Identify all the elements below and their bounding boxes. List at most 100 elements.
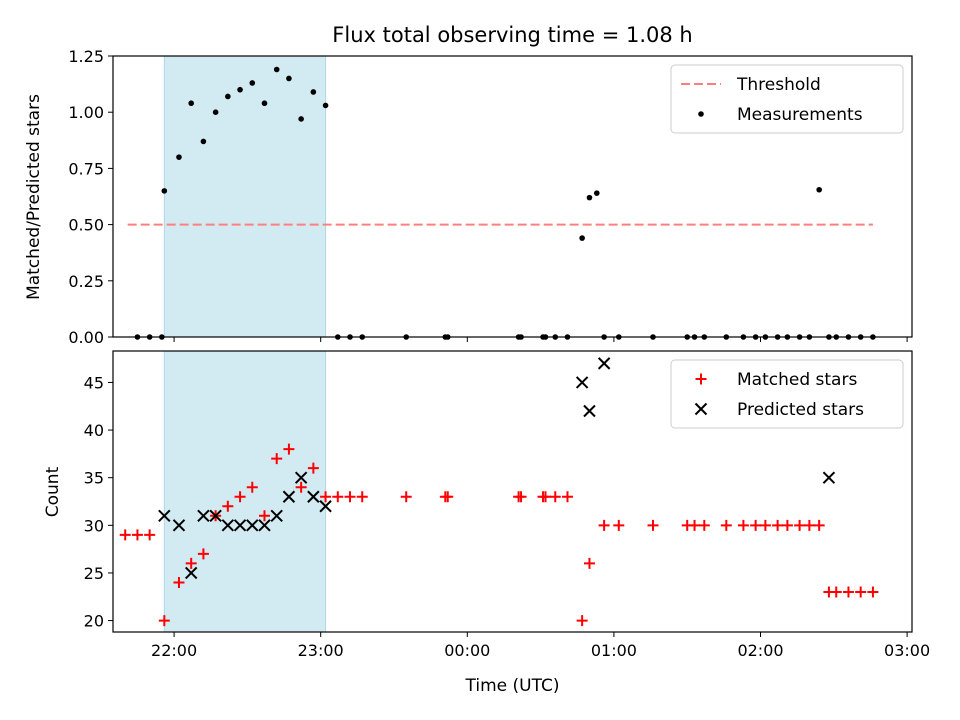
data-point (283, 443, 295, 455)
data-point (689, 519, 701, 531)
data-point (867, 586, 879, 598)
data-point (184, 566, 198, 580)
legend-box (670, 359, 904, 429)
data-point (212, 109, 219, 115)
data-point (647, 519, 659, 531)
data-point (144, 529, 156, 541)
data-point (270, 509, 283, 522)
data-point (842, 586, 854, 598)
data-point (258, 510, 270, 522)
legend-marker (698, 111, 704, 117)
y-tick-label: 45 (84, 373, 104, 392)
data-point (583, 404, 596, 418)
data-point (221, 519, 235, 532)
series-matched-stars (119, 443, 879, 627)
x-tick-label: 03:00 (884, 641, 930, 660)
data-point (273, 66, 280, 73)
data-point (298, 116, 304, 122)
data-point (161, 188, 168, 194)
data-point (258, 519, 271, 532)
series-predicted-stars (158, 357, 836, 580)
data-point (822, 471, 836, 484)
data-point (294, 471, 308, 484)
data-point (295, 481, 307, 493)
data-point (176, 154, 182, 160)
data-point (158, 615, 170, 627)
data-point (772, 519, 784, 531)
data-point (759, 519, 771, 531)
data-point (246, 481, 258, 493)
data-point (307, 490, 320, 503)
data-point (307, 462, 319, 474)
data-point (356, 491, 368, 503)
data-point (249, 80, 256, 86)
bottom-y-axis-label: Count (43, 466, 63, 517)
legend-label: Matched stars (737, 370, 857, 390)
data-point (131, 529, 143, 541)
y-tick-label: 0.25 (68, 272, 104, 291)
data-point (197, 548, 209, 560)
data-point (172, 519, 186, 532)
data-point (119, 529, 131, 541)
data-point (246, 519, 259, 532)
data-point (185, 557, 197, 569)
data-point (286, 75, 292, 82)
y-tick-label: 40 (84, 421, 104, 440)
data-point (282, 490, 296, 503)
legend: Matched stars Predicted stars (670, 359, 904, 429)
data-point (597, 357, 611, 370)
legend-label: Measurements (737, 105, 863, 125)
data-point (575, 376, 589, 389)
x-tick-label: 23:00 (298, 641, 344, 660)
data-point (222, 500, 234, 512)
axes-frame (112, 55, 913, 338)
legend-marker (695, 373, 707, 385)
data-point (549, 491, 561, 503)
data-point (737, 519, 749, 531)
data-point (576, 615, 588, 627)
data-point (720, 519, 732, 531)
data-point (188, 100, 194, 107)
data-point (319, 500, 332, 513)
data-point (539, 491, 551, 503)
y-tick-label: 1.25 (68, 47, 104, 66)
y-tick-label: 35 (84, 469, 104, 488)
x-tick-label: 01:00 (591, 641, 637, 660)
data-point (698, 519, 710, 531)
legend-box (670, 64, 904, 134)
chart-title: Flux total observing time = 1.08 h (332, 23, 692, 47)
data-point (794, 519, 806, 531)
data-point (803, 519, 815, 531)
data-point (200, 138, 207, 145)
top-y-axis-label: Matched/Predicted stars (24, 94, 44, 300)
data-point (400, 491, 412, 503)
x-tick-label: 00:00 (444, 641, 490, 660)
data-point (442, 491, 454, 503)
x-tick-label: 22:00 (151, 641, 197, 660)
data-point (233, 519, 247, 532)
legend: Threshold Measurements (670, 64, 904, 134)
data-point (750, 519, 762, 531)
x-tick-label: 02:00 (737, 641, 783, 660)
top-axes: 0.00 0.25 0.50 0.75 1.00 1.25 Threshold Measure… (68, 47, 913, 347)
observing-window-band (163, 350, 327, 633)
data-point (855, 586, 867, 598)
data-point (813, 519, 825, 531)
data-point (322, 102, 329, 109)
observing-window-band (163, 55, 327, 338)
data-point (271, 453, 283, 465)
data-point (816, 186, 822, 193)
data-point (515, 491, 527, 503)
data-point (598, 519, 610, 531)
y-tick-label: 25 (84, 564, 104, 583)
y-tick-label: 0.50 (68, 216, 104, 235)
data-point (579, 235, 585, 241)
data-point (830, 586, 842, 598)
data-point (593, 190, 600, 196)
y-tick-label: 30 (84, 516, 104, 535)
data-point (332, 491, 344, 503)
data-point (237, 86, 243, 93)
data-point (158, 509, 171, 522)
data-point (561, 491, 573, 503)
